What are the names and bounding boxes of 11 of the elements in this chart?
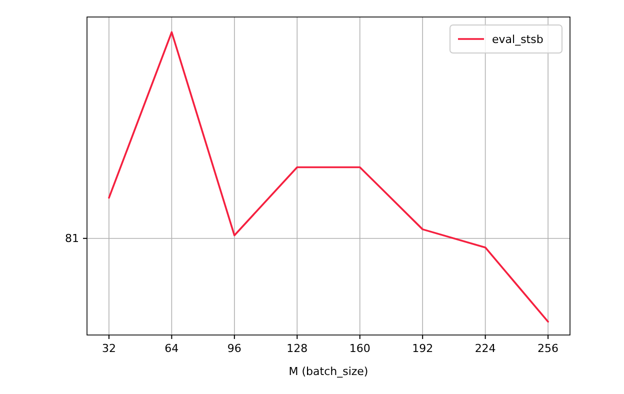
x-tick-label: 96 [227, 342, 242, 355]
x-tick-label: 256 [538, 342, 559, 355]
x-tick-label: 64 [164, 342, 179, 355]
text: 81 [65, 232, 79, 246]
legend-label: eval_stsb [492, 32, 544, 46]
x-tick-label: 32 [102, 342, 116, 355]
x-tick-label: 224 [474, 342, 496, 355]
x-axis-title: M (batch_size) [288, 365, 368, 378]
x-tick-label: 160 [349, 342, 370, 355]
x-tick-label: 128 [286, 342, 308, 355]
x-tick-label: 192 [412, 342, 434, 355]
